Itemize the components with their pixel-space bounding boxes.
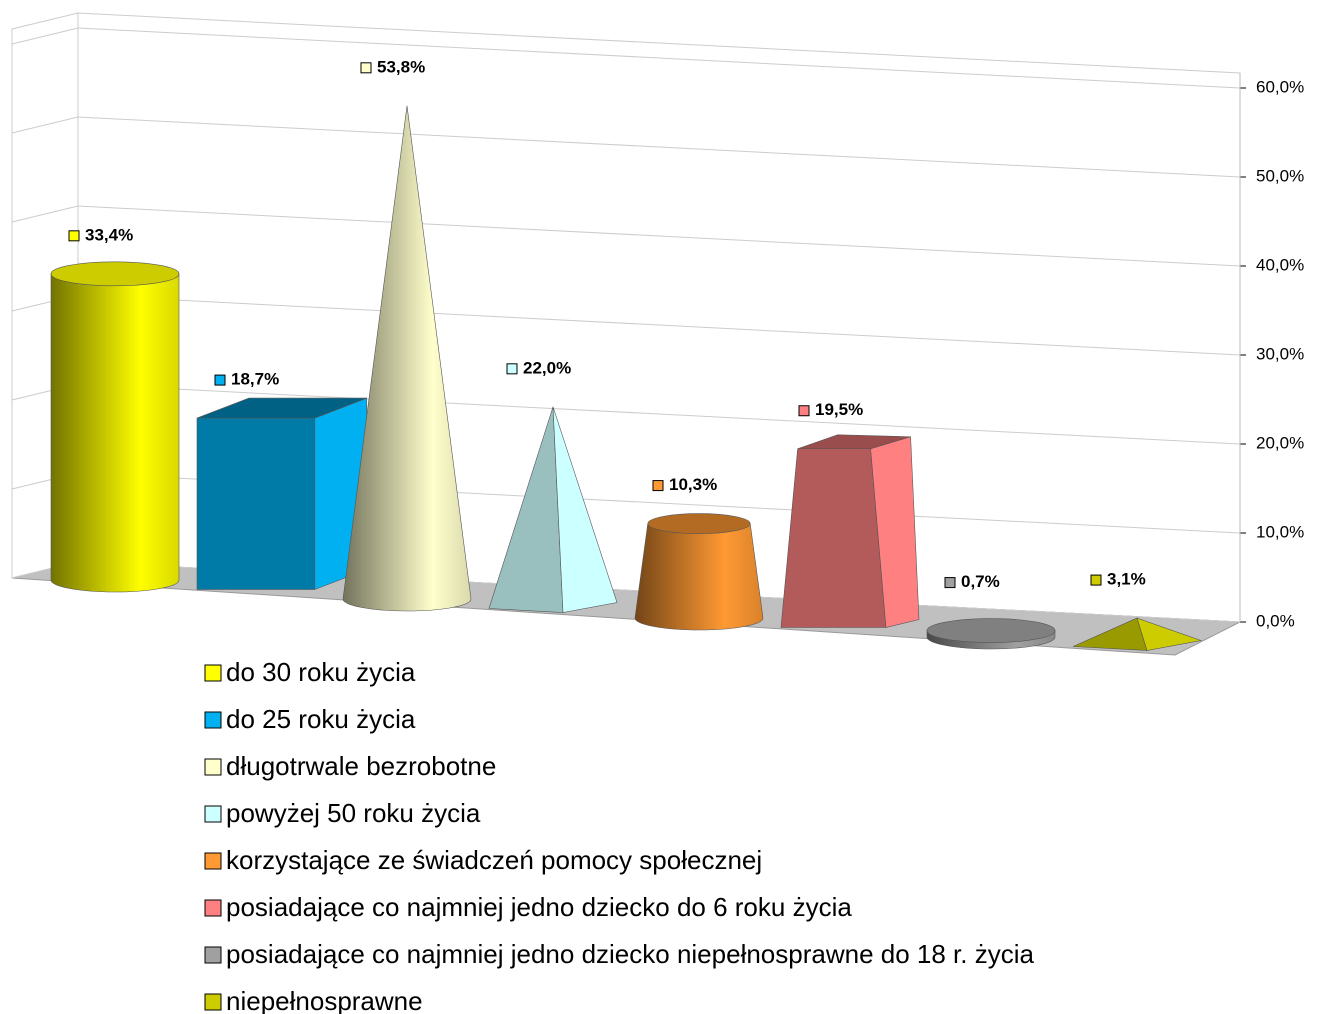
value-label: 53,8% <box>377 57 425 76</box>
bar-top <box>926 618 1056 643</box>
legend-key <box>204 993 222 1011</box>
bar <box>488 406 618 613</box>
legend-label: posiadające co najmniej jedno dziecko do… <box>226 892 852 922</box>
value-label-key <box>360 62 372 74</box>
bar-top <box>647 513 751 534</box>
bar <box>634 513 764 631</box>
legend-label: posiadające co najmniej jedno dziecko ni… <box>226 939 1034 969</box>
value-label: 10,3% <box>669 475 717 494</box>
value-label: 22,0% <box>523 358 571 377</box>
legend-key <box>204 899 222 917</box>
bar <box>780 434 920 628</box>
bar-right-face <box>552 406 618 613</box>
value-label-key <box>506 363 518 375</box>
bar <box>1072 617 1203 651</box>
side-grid-line <box>11 27 79 45</box>
legend-key <box>204 946 222 964</box>
grid-line <box>77 27 1241 89</box>
bar-body <box>634 523 764 631</box>
bar-right-face <box>1136 617 1203 651</box>
legend-key <box>204 758 222 776</box>
bar <box>50 261 180 593</box>
y-tick-label: 30,0% <box>1256 344 1304 363</box>
legend-label: korzystające ze świadczeń pomocy społecz… <box>226 845 762 875</box>
legend-label: powyżej 50 roku życia <box>226 798 481 828</box>
bar-body <box>50 273 180 593</box>
value-label: 18,7% <box>231 370 279 389</box>
grid-line <box>77 383 1241 445</box>
y-tick-label: 20,0% <box>1256 433 1304 452</box>
value-label-key <box>1090 574 1102 586</box>
side-grid-line <box>11 116 79 134</box>
grid-line <box>77 294 1241 356</box>
y-tick-label: 0,0% <box>1256 611 1295 630</box>
legend-label: do 25 roku życia <box>226 704 416 734</box>
legend-key <box>204 711 222 729</box>
value-label-key <box>652 480 664 492</box>
legend-label: długotrwale bezrobotne <box>226 751 496 781</box>
bar-top <box>50 261 180 287</box>
value-label-key <box>944 577 956 589</box>
bar <box>926 618 1056 650</box>
side-grid-line <box>11 205 79 223</box>
bar-front <box>196 417 316 590</box>
grid-line <box>77 205 1241 267</box>
grid-line <box>77 116 1241 178</box>
bar-top <box>797 434 911 450</box>
bar-body <box>342 105 472 612</box>
bar-top <box>196 397 367 419</box>
legend-key <box>204 664 222 682</box>
y-tick-label: 60,0% <box>1256 77 1304 96</box>
value-label-key <box>798 405 810 417</box>
legend-label: do 30 roku życia <box>226 657 416 687</box>
value-label: 3,1% <box>1107 570 1146 589</box>
y-tick-label: 50,0% <box>1256 166 1304 185</box>
value-label-key <box>214 374 226 386</box>
legend-key <box>204 805 222 823</box>
legend-key <box>204 852 222 870</box>
bar-front <box>780 448 887 628</box>
y-tick-label: 40,0% <box>1256 255 1304 274</box>
value-label: 33,4% <box>85 225 133 244</box>
value-label: 0,7% <box>961 572 1000 591</box>
y-tick-label: 10,0% <box>1256 522 1304 541</box>
value-label-key <box>68 230 80 242</box>
value-label: 19,5% <box>815 400 863 419</box>
bar <box>342 105 472 612</box>
legend-label: niepełnosprawne <box>226 986 423 1014</box>
bar <box>196 397 368 590</box>
